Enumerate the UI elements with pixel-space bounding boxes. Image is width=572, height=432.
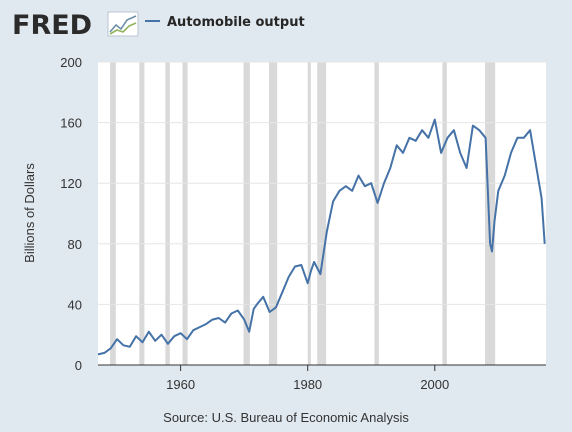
y-tick-label: 200 (60, 55, 82, 70)
y-axis-ticks: 0 40 80 120 160 200 (60, 55, 82, 373)
recession-band (182, 62, 188, 365)
fred-logo[interactable]: FRED (12, 10, 92, 41)
recession-bands (110, 62, 496, 365)
recession-band (110, 62, 116, 365)
x-axis-ticks: 1960 1980 2000 (166, 365, 449, 392)
x-tick-label: 1960 (166, 377, 195, 392)
y-tick-label: 40 (68, 297, 82, 312)
x-tick-label: 1980 (293, 377, 322, 392)
recession-band (317, 62, 327, 365)
x-tick-label: 2000 (420, 377, 449, 392)
y-tick-label: 0 (75, 358, 82, 373)
y-tick-label: 80 (68, 237, 82, 252)
gridlines (98, 61, 546, 366)
series-line (97, 118, 546, 356)
series-lines (97, 118, 546, 356)
recession-band (243, 62, 250, 365)
recession-band (307, 62, 311, 365)
line-graph-icon (107, 11, 139, 37)
y-axis-label: Billions of Dollars (22, 163, 37, 263)
y-tick-label: 120 (60, 176, 82, 191)
recession-band (268, 62, 278, 365)
recession-band (374, 62, 379, 365)
recession-band (139, 62, 145, 365)
source-note: Source: U.S. Bureau of Economic Analysis (163, 410, 409, 425)
recession-band (165, 62, 170, 365)
recession-band (442, 62, 447, 365)
y-tick-label: 160 (60, 116, 82, 131)
recession-band (484, 62, 496, 365)
legend-label: Automobile output (167, 15, 305, 30)
